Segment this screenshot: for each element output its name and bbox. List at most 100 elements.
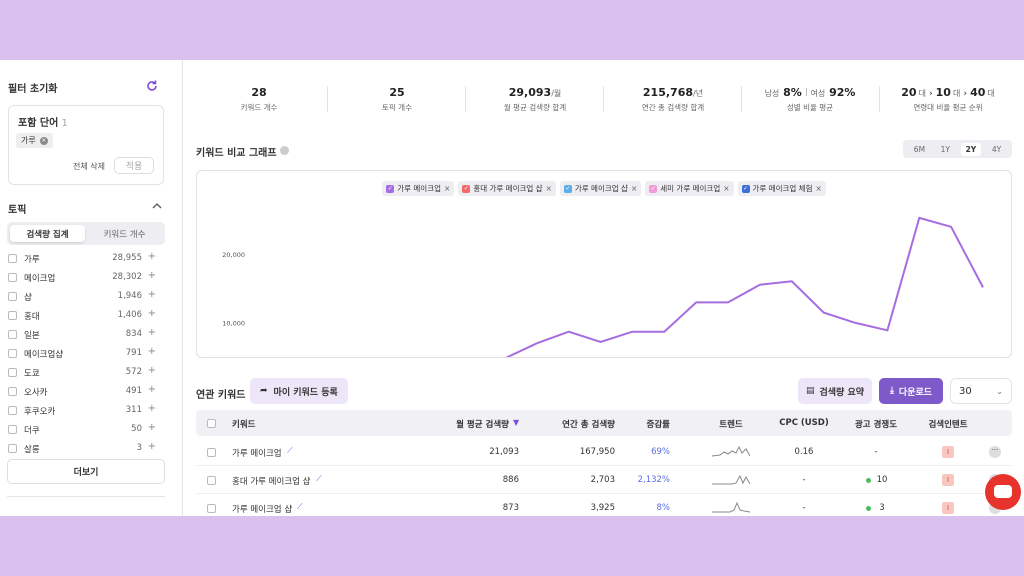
- legend-swatch: ✓: [386, 184, 395, 193]
- legend-item[interactable]: ✓ 가루 메이크업 ×: [382, 181, 455, 196]
- y-tick-label: 20,000: [222, 251, 245, 259]
- range-option[interactable]: 6M: [913, 144, 926, 154]
- topic-count: 28,302: [112, 272, 142, 282]
- legend-item[interactable]: ✓ 세미 가루 메이크업 ×: [645, 181, 734, 196]
- add-icon[interactable]: +: [147, 327, 156, 338]
- legend-item[interactable]: ✓ 홍대 가루 메이크업 샵 ×: [458, 181, 556, 196]
- topic-row[interactable]: 후쿠오카 311 +: [8, 403, 158, 418]
- add-icon[interactable]: +: [147, 270, 156, 281]
- add-icon[interactable]: +: [147, 308, 156, 319]
- checkbox[interactable]: [8, 311, 17, 320]
- topic-row[interactable]: 메이크업 28,302 +: [8, 270, 158, 285]
- stat-divider: [879, 86, 880, 112]
- topic-tab[interactable]: 검색량 집계: [10, 225, 85, 242]
- cell-value: 21,093: [489, 447, 519, 457]
- stat-divider: [327, 86, 328, 112]
- legend-remove[interactable]: ×: [444, 184, 451, 193]
- age-unit: 대: [952, 89, 961, 98]
- gender-label: 성별 비율 평균: [786, 103, 834, 112]
- topic-row[interactable]: 샵 1,946 +: [8, 289, 158, 304]
- cell-value: 3,925: [590, 503, 615, 513]
- add-icon[interactable]: +: [147, 403, 156, 414]
- checkbox[interactable]: [207, 476, 216, 485]
- page-size-select[interactable]: 30 ⌄: [950, 378, 1012, 404]
- topic-name: 샵: [24, 293, 32, 303]
- legend-swatch: ✓: [741, 184, 750, 193]
- reset-icon[interactable]: [145, 79, 159, 93]
- include-count: 1: [61, 118, 68, 129]
- download-button[interactable]: ⤓ 다운로드: [879, 378, 943, 404]
- stat-divider: [741, 86, 742, 112]
- legend-swatch: ✓: [563, 184, 572, 193]
- legend-remove[interactable]: ×: [630, 184, 638, 193]
- add-icon[interactable]: +: [147, 365, 156, 376]
- topic-tab[interactable]: 키워드 개수: [103, 229, 146, 240]
- legend-remove[interactable]: ×: [545, 184, 552, 193]
- add-icon[interactable]: +: [147, 422, 156, 433]
- chip-text: 가루: [21, 136, 36, 145]
- word-chip[interactable]: 가루 ×: [16, 133, 53, 148]
- legend-remove[interactable]: ×: [815, 184, 822, 193]
- clear-all[interactable]: 전체 삭제: [73, 162, 105, 171]
- checkbox[interactable]: [8, 444, 17, 453]
- legend-item[interactable]: ✓ 가루 메이크업 체험 ×: [737, 181, 826, 196]
- more-icon[interactable]: ···: [989, 446, 1001, 458]
- checkbox[interactable]: [207, 448, 216, 457]
- summary-text: 검색량 요약: [819, 387, 865, 398]
- checkbox[interactable]: [8, 387, 17, 396]
- add-icon[interactable]: +: [147, 346, 156, 357]
- age-num: 20: [901, 86, 917, 99]
- sort-icon[interactable]: ▼: [513, 418, 520, 427]
- collapse-icon[interactable]: [152, 202, 162, 210]
- checkbox[interactable]: [8, 425, 17, 434]
- chart-icon[interactable]: ⟋: [287, 446, 293, 455]
- stat: 29,093/월 월 평균 검색량 합계: [466, 86, 604, 113]
- info-icon[interactable]: [280, 146, 289, 155]
- chart-icon[interactable]: ⟋: [297, 502, 303, 511]
- more-button[interactable]: 더보기: [7, 459, 165, 484]
- checkbox[interactable]: [8, 368, 17, 377]
- divider: [7, 496, 165, 497]
- topic-row[interactable]: 가루 28,955 +: [8, 251, 158, 266]
- checkbox[interactable]: [207, 419, 216, 428]
- topic-row[interactable]: 더쿠 50 +: [8, 422, 158, 437]
- topic-row[interactable]: 홍대 1,406 +: [8, 308, 158, 323]
- chart-icon[interactable]: ⟋: [316, 474, 322, 483]
- topic-row[interactable]: 살롱 3 +: [8, 441, 158, 456]
- checkbox[interactable]: [8, 273, 17, 282]
- add-icon[interactable]: +: [147, 289, 156, 300]
- topic-row[interactable]: 오사카 491 +: [8, 384, 158, 399]
- cell-value: -: [802, 475, 806, 485]
- add-icon[interactable]: +: [147, 441, 156, 452]
- checkbox[interactable]: [8, 406, 17, 415]
- summary-button[interactable]: ▤ 검색량 요약: [798, 378, 872, 404]
- range-option[interactable]: 2Y: [960, 142, 982, 156]
- topic-row[interactable]: 일본 834 +: [8, 327, 158, 342]
- add-icon[interactable]: +: [147, 251, 156, 262]
- checkbox[interactable]: [8, 349, 17, 358]
- checkbox[interactable]: [8, 330, 17, 339]
- related-title: 연관 키워드: [196, 390, 246, 401]
- add-icon[interactable]: +: [147, 384, 156, 395]
- legend-remove[interactable]: ×: [723, 184, 730, 193]
- topic-count: 28,955: [112, 253, 142, 263]
- checkbox[interactable]: [207, 504, 216, 513]
- apply-button[interactable]: 적용: [114, 157, 154, 174]
- range-option[interactable]: 4Y: [991, 144, 1002, 154]
- checkbox[interactable]: [8, 292, 17, 301]
- topic-tabs: 검색량 집계 키워드 개수: [7, 222, 165, 245]
- keyword: 가루 메이크업: [232, 449, 282, 459]
- stat-unit: /월: [551, 89, 562, 98]
- app: 필터 초기화 포함 단어 1 가루 × 전체 삭제 적용 토픽 검색량 집계 키워드…: [0, 60, 1024, 516]
- topic-count: 3: [136, 443, 142, 453]
- chat-button[interactable]: [985, 474, 1021, 510]
- stat-divider: [603, 86, 604, 112]
- register-button[interactable]: ➦ 마이 키워드 등록: [250, 378, 348, 404]
- range-option[interactable]: 1Y: [940, 144, 950, 154]
- age-stat: 20 대 › 10 대 › 40 대 연령대 비율 평균 순위: [879, 86, 1017, 113]
- topic-row[interactable]: 도쿄 572 +: [8, 365, 158, 380]
- legend-item[interactable]: ✓ 가루 메이크업 샵 ×: [559, 181, 642, 196]
- topic-row[interactable]: 메이크업샵 791 +: [8, 346, 158, 361]
- checkbox[interactable]: [8, 254, 17, 263]
- stat-label: 키워드 개수: [240, 103, 278, 112]
